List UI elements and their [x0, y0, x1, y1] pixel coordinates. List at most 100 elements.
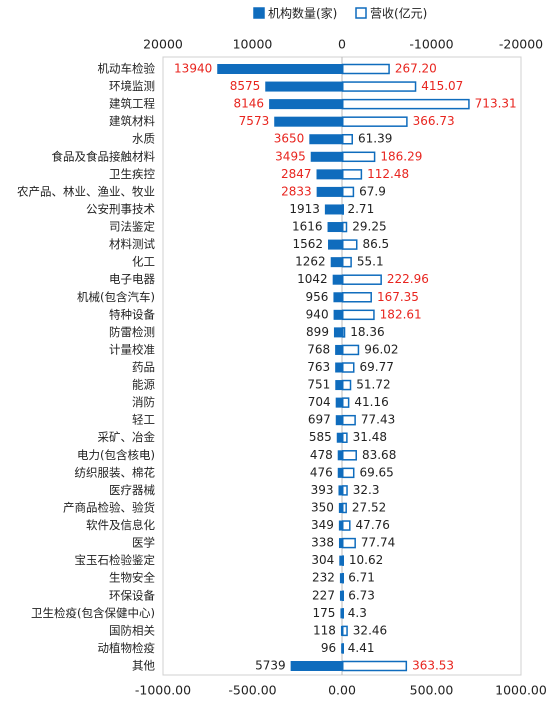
bar [333, 292, 342, 303]
category-label: 电力(包含核电) [77, 448, 155, 462]
value-label: 118 [313, 623, 336, 637]
category-label: 卫生检疫(包含保健中心) [31, 606, 155, 620]
value-label: 182.61 [380, 307, 422, 321]
bar [342, 643, 344, 654]
value-label: 222.96 [387, 272, 429, 286]
bar [333, 327, 342, 338]
value-label: 478 [310, 448, 333, 462]
category-label: 生物安全 [109, 571, 155, 585]
value-label: 1042 [297, 272, 328, 286]
value-label: 940 [306, 307, 329, 321]
value-label: 393 [311, 483, 334, 497]
value-label: 77.74 [361, 536, 395, 550]
legend-swatch [253, 7, 265, 19]
bar [342, 169, 363, 180]
value-label: 4.3 [348, 606, 367, 620]
category-label: 采矿、冶金 [98, 430, 156, 444]
bar [340, 608, 342, 619]
x-tick-label: 1000.00 [495, 683, 547, 698]
value-label: 304 [311, 553, 334, 567]
value-label: 338 [311, 536, 334, 550]
value-label: 31.48 [353, 430, 387, 444]
category-label: 特种设备 [109, 307, 155, 321]
bar [338, 502, 342, 513]
category-label: 纺织服装、棉花 [75, 465, 156, 479]
bar [342, 450, 357, 461]
bar [342, 151, 376, 163]
value-label: 86.5 [362, 237, 389, 251]
value-label: 713.31 [475, 97, 517, 111]
x2-tick-label: -20000 [499, 37, 543, 52]
bar [342, 309, 375, 321]
value-label: 899 [306, 325, 329, 339]
bar [342, 63, 390, 75]
bar [332, 274, 342, 285]
bar [265, 81, 342, 92]
bar [336, 432, 342, 443]
legend-label: 机构数量(家) [268, 6, 337, 21]
bar [335, 415, 342, 426]
value-label: 8575 [230, 79, 261, 93]
category-label: 能源 [132, 378, 155, 392]
category-label: 产商品检验、验货 [63, 500, 155, 514]
value-label: 1913 [289, 202, 320, 216]
bar [337, 467, 342, 478]
bar [316, 169, 342, 180]
bar [342, 256, 352, 268]
category-label: 消防 [132, 395, 155, 409]
value-label: 349 [311, 518, 334, 532]
value-label: 476 [310, 465, 333, 479]
value-label: 61.39 [358, 132, 392, 146]
category-label: 食品及食品接触材料 [52, 149, 156, 163]
bar [327, 222, 342, 233]
category-label: 国防相关 [109, 623, 155, 637]
bar [339, 573, 342, 584]
legend-label: 营收(亿元) [370, 6, 427, 21]
category-label: 农产品、林业、渔业、牧业 [17, 184, 155, 198]
value-label: 18.36 [350, 325, 384, 339]
bar [342, 572, 344, 584]
value-label: 350 [311, 500, 334, 514]
value-label: 51.72 [356, 378, 390, 392]
bar [341, 643, 342, 654]
category-label: 司法鉴定 [109, 220, 155, 234]
category-label: 卫生疾控 [109, 167, 155, 181]
bar [342, 520, 351, 531]
value-label: 69.77 [359, 360, 393, 374]
value-label: 83.68 [362, 448, 396, 462]
bar [335, 344, 342, 355]
bar [342, 204, 344, 215]
bar [342, 608, 344, 619]
value-label: 55.1 [357, 255, 384, 269]
value-label: 3495 [275, 149, 306, 163]
category-label: 公安刑事技术 [86, 202, 155, 216]
value-label: 6.71 [348, 571, 375, 585]
value-label: 32.3 [353, 483, 380, 497]
bar [330, 257, 342, 268]
bar [274, 116, 342, 127]
bar [342, 344, 360, 356]
x-tick-label: 500.00 [410, 683, 454, 698]
value-label: 6.73 [348, 588, 375, 602]
value-label: 96.02 [364, 342, 398, 356]
x2-tick-label: 20000 [143, 37, 183, 52]
bar [339, 555, 342, 566]
value-label: 415.07 [421, 79, 463, 93]
value-label: 2833 [281, 184, 312, 198]
category-label: 其他 [132, 659, 155, 673]
value-label: 697 [308, 413, 331, 427]
value-label: 47.76 [356, 518, 390, 532]
value-label: 29.25 [352, 220, 386, 234]
bar [342, 432, 348, 443]
category-label: 计量校准 [109, 342, 155, 356]
category-label: 电子电器 [109, 272, 155, 286]
category-label: 机动车检验 [98, 62, 156, 76]
bar [290, 661, 342, 671]
bar [342, 502, 347, 514]
category-label: 建筑材料 [109, 114, 155, 128]
value-label: 768 [307, 342, 330, 356]
value-label: 7573 [239, 114, 270, 128]
bar [342, 292, 372, 303]
bar [342, 239, 358, 250]
